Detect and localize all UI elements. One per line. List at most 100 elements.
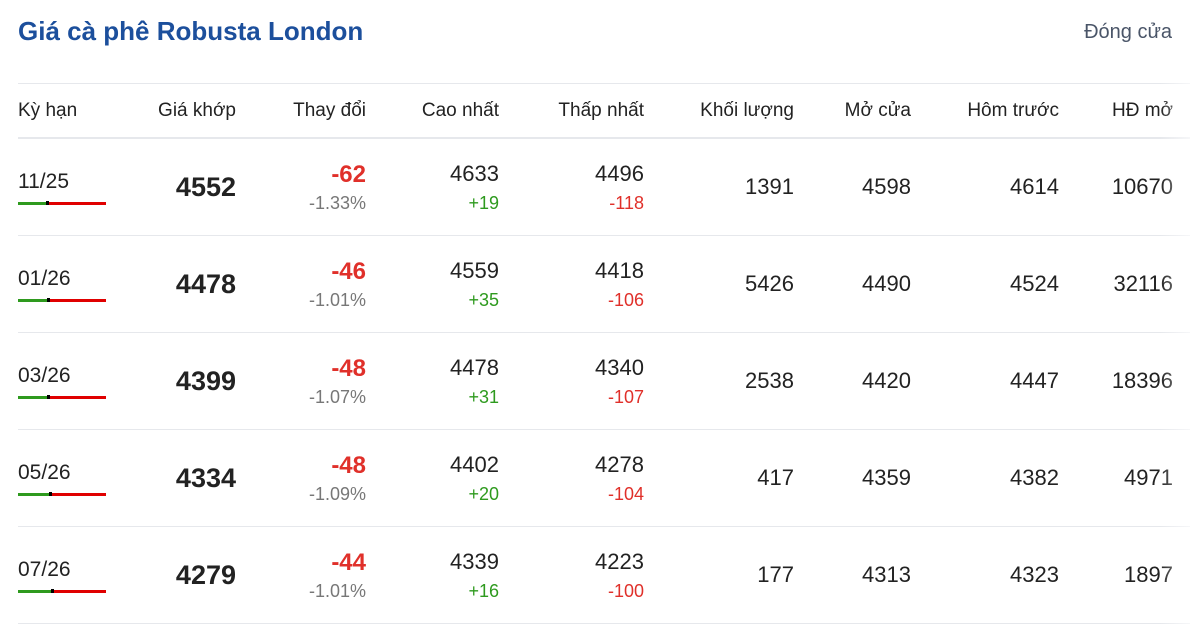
change-percent: -1.07% — [308, 386, 366, 407]
high-diff: +19 — [468, 192, 499, 213]
price-cell: 4552 — [118, 138, 236, 236]
prev-close: 4382 — [911, 429, 1059, 527]
open: 4598 — [794, 138, 911, 236]
open: 4490 — [794, 235, 911, 333]
change-cell: -46 -1.01% — [236, 235, 366, 333]
volume: 2538 — [644, 332, 794, 430]
change-cell: -48 -1.09% — [236, 429, 366, 527]
change-cell: -62 -1.33% — [236, 138, 366, 236]
range-bar-marker — [50, 589, 54, 593]
day-range-bar — [18, 298, 106, 302]
high: 4559 — [450, 257, 499, 283]
high: 4478 — [450, 354, 499, 380]
volume: 177 — [644, 526, 794, 624]
market-status: Đóng cửa — [1084, 21, 1172, 43]
term-cell: 03/26 — [18, 332, 118, 430]
range-bar-green — [18, 589, 52, 593]
low-cell: 4418 -106 — [499, 235, 644, 333]
low-diff: -100 — [607, 580, 644, 601]
range-bar-green — [18, 492, 50, 496]
col-volume: Khối lượng — [644, 83, 794, 139]
price-cell: 4478 — [118, 235, 236, 333]
day-range-bar — [18, 492, 106, 496]
term: 11/25 — [18, 169, 69, 193]
term: 01/26 — [18, 266, 71, 290]
term-cell: 05/26 — [18, 429, 118, 527]
change: -46 — [331, 257, 366, 285]
price-table: Kỳ hạn Giá khớp Thay đổi Cao nhất Thấp n… — [18, 83, 1190, 624]
high-cell: 4559 +35 — [366, 235, 499, 333]
range-bar-green — [18, 298, 48, 302]
table-row[interactable]: 01/26 4478 -46 -1.01% 4559 +35 4418 -106 54… — [18, 235, 1190, 333]
low: 4496 — [595, 160, 644, 186]
price-cell: 4279 — [118, 526, 236, 624]
low: 4278 — [595, 451, 644, 477]
open: 4359 — [794, 429, 911, 527]
term: 07/26 — [18, 557, 71, 581]
term-cell: 01/26 — [18, 235, 118, 333]
scroll-fade — [1160, 83, 1200, 625]
open: 4313 — [794, 526, 911, 624]
high-cell: 4402 +20 — [366, 429, 499, 527]
high: 4339 — [450, 548, 499, 574]
prev-close: 4447 — [911, 332, 1059, 430]
low-cell: 4340 -107 — [499, 332, 644, 430]
page-title: Giá cà phê Robusta London — [18, 16, 364, 46]
high-diff: +31 — [468, 386, 499, 407]
high: 4633 — [450, 160, 499, 186]
low-cell: 4496 -118 — [499, 138, 644, 236]
table-header: Kỳ hạn Giá khớp Thay đổi Cao nhất Thấp n… — [18, 83, 1190, 139]
high: 4402 — [450, 451, 499, 477]
price-cell: 4334 — [118, 429, 236, 527]
change: -48 — [331, 451, 366, 479]
low: 4418 — [595, 257, 644, 283]
term: 05/26 — [18, 460, 71, 484]
high-diff: +35 — [468, 289, 499, 310]
volume: 417 — [644, 429, 794, 527]
low: 4223 — [595, 548, 644, 574]
table-row[interactable]: 03/26 4399 -48 -1.07% 4478 +31 4340 -107 25… — [18, 332, 1190, 430]
change-percent: -1.33% — [308, 192, 366, 213]
change-cell: -48 -1.07% — [236, 332, 366, 430]
range-bar-marker — [46, 298, 50, 302]
col-term: Kỳ hạn — [18, 83, 118, 139]
change-percent: -1.01% — [308, 289, 366, 310]
high-cell: 4339 +16 — [366, 526, 499, 624]
change: -48 — [331, 354, 366, 382]
table-row[interactable]: 11/25 4552 -62 -1.33% 4633 +19 4496 -118 13… — [18, 138, 1190, 236]
change-cell: -44 -1.01% — [236, 526, 366, 624]
low-diff: -106 — [607, 289, 644, 310]
col-change: Thay đổi — [236, 83, 366, 139]
col-high: Cao nhất — [366, 83, 499, 139]
col-low: Thấp nhất — [499, 83, 644, 139]
prev-close: 4524 — [911, 235, 1059, 333]
match-price: 4399 — [175, 365, 236, 396]
range-bar-green — [18, 201, 47, 205]
high-diff: +20 — [468, 483, 499, 504]
match-price: 4334 — [175, 462, 236, 493]
table-row[interactable]: 07/26 4279 -44 -1.01% 4339 +16 4223 -100 17… — [18, 526, 1190, 624]
low-diff: -107 — [607, 386, 644, 407]
volume: 1391 — [644, 138, 794, 236]
low-diff: -104 — [607, 483, 644, 504]
col-price: Giá khớp — [118, 83, 236, 139]
range-bar-marker — [45, 201, 49, 205]
range-bar-green — [18, 395, 49, 399]
range-bar-marker — [47, 395, 51, 399]
open: 4420 — [794, 332, 911, 430]
day-range-bar — [18, 589, 106, 593]
match-price: 4478 — [175, 268, 236, 299]
term-cell: 07/26 — [18, 526, 118, 624]
col-open: Mở cửa — [794, 83, 911, 139]
change: -62 — [331, 160, 366, 188]
match-price: 4279 — [175, 559, 236, 590]
table-row[interactable]: 05/26 4334 -48 -1.09% 4402 +20 4278 -104 41… — [18, 429, 1190, 527]
term-cell: 11/25 — [18, 138, 118, 236]
low-diff: -118 — [609, 192, 644, 213]
high-diff: +16 — [468, 580, 499, 601]
day-range-bar — [18, 201, 106, 205]
prev-close: 4323 — [911, 526, 1059, 624]
day-range-bar — [18, 395, 106, 399]
col-prev: Hôm trước — [911, 83, 1059, 139]
match-price: 4552 — [175, 171, 236, 202]
